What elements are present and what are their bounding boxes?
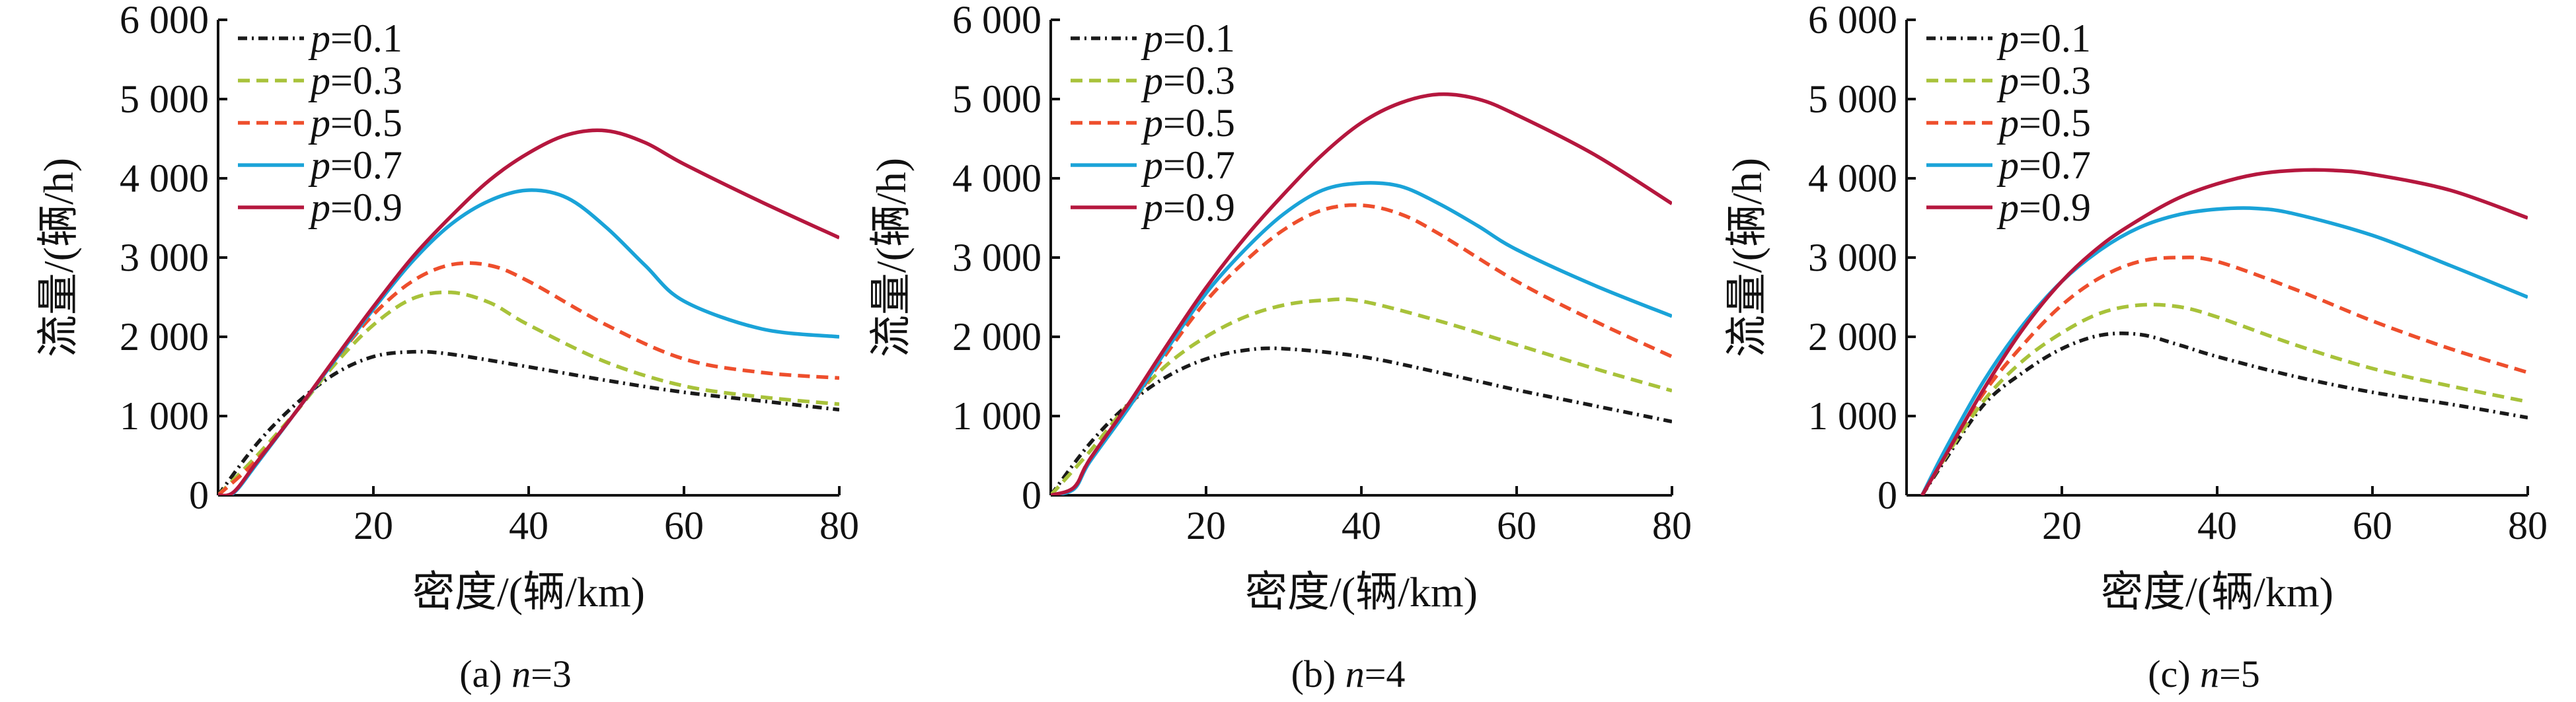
y-tick-label: 6 000 xyxy=(1808,0,1897,42)
y-tick-label: 5 000 xyxy=(952,77,1042,121)
legend-label: p=0.1 xyxy=(308,17,402,60)
series-line-3 xyxy=(218,261,839,495)
panel-caption: (a) n=3 xyxy=(459,652,572,695)
legend-label: p=0.7 xyxy=(1141,143,1235,187)
x-axis-title: 密度/(辆/km) xyxy=(2101,569,2333,615)
y-tick-label: 0 xyxy=(189,474,209,517)
chart-panel-1: 0 1 000 2 000 3 000 4 000 5 000 6 000 20 40 60 80 流… xyxy=(35,0,859,695)
y-tick-label: 5 000 xyxy=(1808,77,1897,121)
y-tick-label: 2 000 xyxy=(1808,315,1897,359)
x-tick-label: 20 xyxy=(2042,504,2082,547)
legend-label: p=0.9 xyxy=(1141,186,1235,229)
y-tick-label: 3 000 xyxy=(1808,236,1897,279)
y-tick-label: 5 000 xyxy=(120,77,209,121)
series-line-5 xyxy=(218,128,839,495)
y-axis-title: 流量/(辆/h) xyxy=(868,158,915,357)
x-tick-label: 80 xyxy=(819,504,859,547)
y-tick-label: 3 000 xyxy=(952,236,1042,279)
legend-label: p=0.3 xyxy=(1141,59,1235,102)
y-tick-label: 1 000 xyxy=(952,394,1042,438)
series-line-1 xyxy=(218,349,839,495)
series-line-4 xyxy=(218,188,839,495)
y-tick-label: 4 000 xyxy=(120,157,209,200)
y-tick-label: 1 000 xyxy=(1808,394,1897,438)
series-line-5 xyxy=(1920,168,2528,495)
series-line-3 xyxy=(1051,203,1672,495)
x-tick-label: 40 xyxy=(2197,504,2237,547)
legend-label: p=0.3 xyxy=(308,59,402,102)
legend-label: p=0.9 xyxy=(1996,186,2091,229)
series-line-3 xyxy=(1920,256,2528,495)
x-axis-title: 密度/(辆/km) xyxy=(412,569,645,615)
legend-label: p=0.5 xyxy=(1141,101,1235,145)
x-tick-label: 80 xyxy=(2508,504,2548,547)
legend: p=0.1p=0.3p=0.5p=0.7p=0.9 xyxy=(1926,17,2091,229)
y-tick-label: 6 000 xyxy=(120,0,209,42)
legend-label: p=0.7 xyxy=(308,143,402,187)
x-tick-label: 60 xyxy=(664,504,704,547)
x-tick-label: 60 xyxy=(1497,504,1536,547)
y-tick-label: 4 000 xyxy=(1808,157,1897,200)
series-lines xyxy=(1051,92,1672,495)
y-tick-label: 0 xyxy=(1877,474,1897,517)
y-tick-label: 0 xyxy=(1022,474,1042,517)
x-tick-label: 60 xyxy=(2353,504,2392,547)
legend-label: p=0.3 xyxy=(1996,59,2091,102)
y-tick-label: 3 000 xyxy=(120,236,209,279)
legend-label: p=0.1 xyxy=(1996,17,2091,60)
panel-caption: (c) n=5 xyxy=(2148,652,2260,695)
legend-label: p=0.5 xyxy=(308,101,402,145)
legend-label: p=0.9 xyxy=(308,186,402,229)
x-tick-label: 20 xyxy=(354,504,393,547)
legend-label: p=0.1 xyxy=(1141,17,1235,60)
x-tick-label: 80 xyxy=(1652,504,1692,547)
y-axis-title: 流量/(辆/h) xyxy=(35,158,82,357)
series-line-2 xyxy=(1920,302,2528,495)
chart-panel-3: 0 1 000 2 000 3 000 4 000 5 000 6 000 20 40 60 80 流… xyxy=(1724,0,2548,695)
x-tick-label: 40 xyxy=(509,504,549,547)
series-lines xyxy=(1920,168,2528,495)
legend: p=0.1p=0.3p=0.5p=0.7p=0.9 xyxy=(238,17,402,229)
legend: p=0.1p=0.3p=0.5p=0.7p=0.9 xyxy=(1071,17,1235,229)
y-tick-label: 6 000 xyxy=(952,0,1042,42)
panel-caption: (b) n=4 xyxy=(1291,652,1406,695)
y-tick-label: 2 000 xyxy=(120,315,209,359)
series-line-5 xyxy=(1051,92,1672,495)
series-lines xyxy=(218,128,839,495)
series-line-1 xyxy=(1051,346,1672,495)
x-axis-title: 密度/(辆/km) xyxy=(1245,569,1478,615)
x-tick-label: 40 xyxy=(1342,504,1381,547)
y-axis-title: 流量/(辆/h) xyxy=(1724,158,1770,357)
y-tick-label: 4 000 xyxy=(952,157,1042,200)
y-tick-label: 2 000 xyxy=(952,315,1042,359)
y-tick-label: 1 000 xyxy=(120,394,209,438)
series-line-4 xyxy=(1051,181,1672,495)
series-line-2 xyxy=(1051,297,1672,495)
chart-panel-2: 0 1 000 2 000 3 000 4 000 5 000 6 000 20 40 60 80 流… xyxy=(868,0,1692,695)
legend-label: p=0.7 xyxy=(1996,143,2091,187)
legend-label: p=0.5 xyxy=(1996,101,2091,145)
series-line-4 xyxy=(1920,206,2528,495)
x-tick-label: 20 xyxy=(1186,504,1226,547)
series-line-1 xyxy=(1920,332,2528,495)
